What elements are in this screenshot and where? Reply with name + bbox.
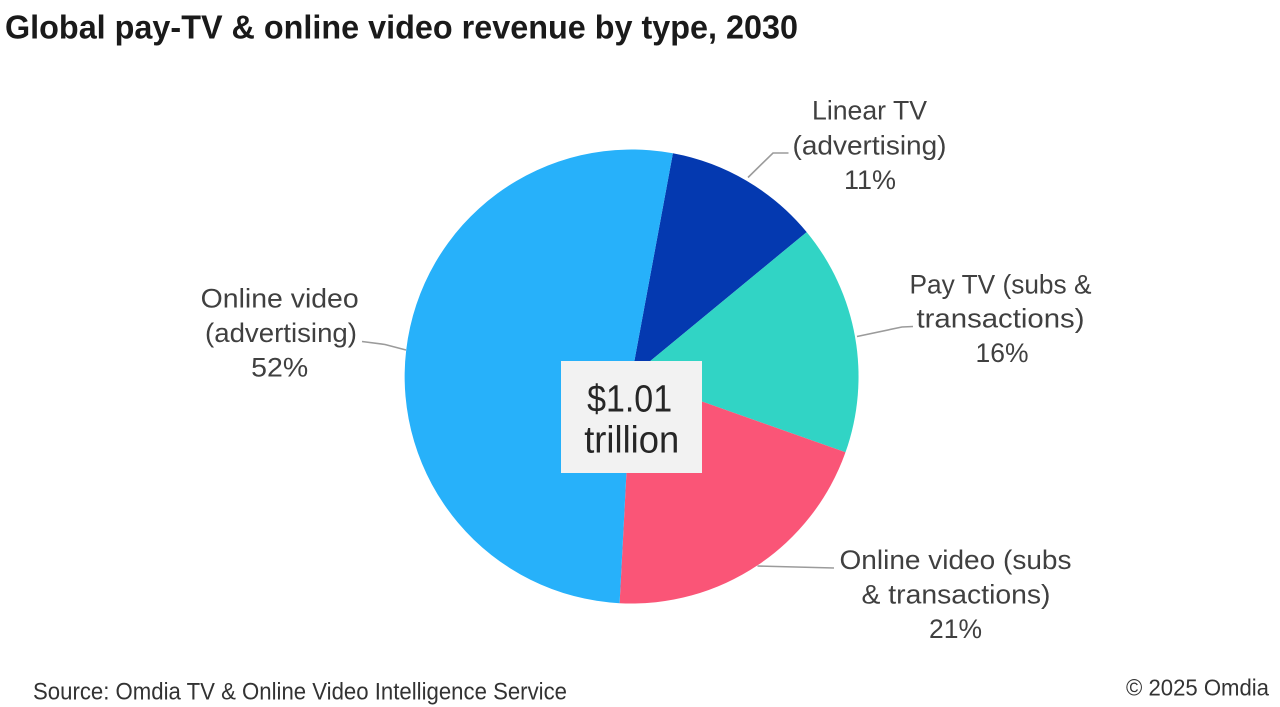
svg-text:Online video (subs: Online video (subs [840, 545, 1072, 575]
svg-text:Source: Omdia TV & Online Vide: Source: Omdia TV & Online Video Intellig… [33, 679, 567, 706]
svg-text:& transactions): & transactions) [862, 580, 1051, 610]
svg-text:Global pay-TV & online video r: Global pay-TV & online video revenue by … [5, 9, 798, 46]
svg-text:Linear TV: Linear TV [812, 96, 927, 126]
svg-text:(advertising): (advertising) [205, 318, 357, 348]
svg-text:$1.01: $1.01 [587, 379, 672, 421]
svg-text:Pay TV (subs &: Pay TV (subs & [910, 270, 1092, 300]
svg-text:11%: 11% [844, 165, 896, 195]
svg-text:16%: 16% [976, 338, 1029, 368]
svg-text:(advertising): (advertising) [793, 131, 947, 161]
svg-text:Online video: Online video [201, 284, 359, 314]
svg-text:52%: 52% [251, 352, 308, 382]
svg-text:trillion: trillion [584, 419, 679, 461]
svg-text:© 2025 Omdia: © 2025 Omdia [1126, 675, 1270, 701]
svg-text:21%: 21% [929, 614, 982, 644]
svg-text:transactions): transactions) [917, 304, 1085, 334]
